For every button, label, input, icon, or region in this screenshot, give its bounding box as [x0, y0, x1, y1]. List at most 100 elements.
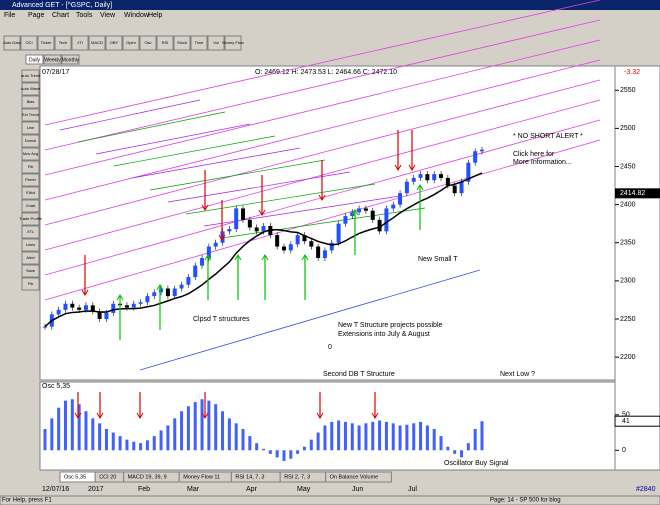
side-tool[interactable] — [21, 108, 40, 122]
side-tool[interactable] — [21, 160, 40, 174]
toolbar-button[interactable] — [224, 35, 242, 51]
side-tool[interactable] — [21, 147, 40, 161]
toolbar-button[interactable] — [156, 35, 174, 51]
candle — [254, 227, 259, 232]
toolbar-label: Tech — [59, 40, 67, 45]
osc-last: 41 — [622, 418, 630, 425]
toolbar-button[interactable] — [54, 35, 72, 51]
osc-bar — [480, 421, 484, 451]
toolbar-button[interactable] — [20, 35, 38, 51]
osc-bar — [446, 446, 450, 451]
toolbar-button[interactable] — [3, 35, 21, 51]
toolbar-button[interactable] — [190, 35, 208, 51]
candle — [206, 246, 211, 258]
side-tool[interactable] — [21, 277, 40, 291]
osc-tick-label: 50 — [622, 412, 630, 419]
candle — [343, 216, 348, 224]
toolbar-label: RSI — [162, 40, 169, 45]
candle — [418, 174, 423, 178]
y-tick-label: 2200 — [620, 354, 636, 361]
candle — [152, 292, 157, 297]
menu-item[interactable]: Window — [124, 12, 150, 19]
status-page: Page: 14 - SP 500 for blog — [490, 498, 561, 504]
toolbar-button[interactable] — [207, 35, 225, 51]
menu-item[interactable]: Page — [28, 12, 44, 19]
side-tool-label: Elliot — [26, 190, 36, 195]
side-tool-label: Trade Profile — [19, 216, 43, 221]
side-tool-label: Ext Trend — [22, 112, 39, 117]
menu-item[interactable]: File — [4, 12, 15, 19]
projection-line — [221, 207, 426, 239]
candle — [261, 225, 266, 232]
osc-bar — [460, 450, 464, 458]
period-tab[interactable] — [43, 54, 62, 65]
osc-bar — [330, 421, 334, 451]
candle — [193, 265, 198, 278]
signal-arrowhead — [318, 194, 326, 201]
indicator-tab[interactable] — [325, 471, 392, 483]
side-tool[interactable] — [21, 264, 40, 278]
side-tool[interactable] — [21, 121, 40, 135]
candle — [439, 174, 444, 178]
osc-arrowhead — [136, 412, 144, 419]
candle — [370, 210, 375, 220]
indicator-tab-label: RSI 2, 7, 3 — [284, 474, 310, 480]
candle — [227, 229, 232, 232]
date-label: Mar — [187, 486, 200, 493]
period-tab-label: Monthly — [62, 57, 80, 63]
menu-item[interactable]: View — [100, 12, 116, 19]
side-tool[interactable] — [21, 134, 40, 148]
side-tool[interactable] — [21, 173, 40, 187]
osc-bar — [166, 425, 170, 451]
annotation: * NO SHORT ALERT * — [513, 133, 583, 140]
signal-arrowhead — [351, 209, 359, 216]
candle — [288, 244, 293, 251]
menu-item[interactable]: Chart — [52, 12, 69, 19]
projection-line — [149, 159, 326, 191]
side-tool-label: Bias — [27, 99, 35, 104]
trend-line — [44, 19, 601, 151]
candle — [172, 288, 177, 297]
side-tool[interactable] — [21, 199, 40, 213]
bar-date: 07/28/17 — [42, 69, 69, 76]
signal-arrowhead — [218, 234, 226, 241]
osc-bar — [357, 425, 361, 451]
y-tick-label: 2550 — [620, 87, 636, 94]
toolbar-button[interactable] — [105, 35, 123, 51]
osc-bar — [425, 425, 429, 451]
side-tool[interactable] — [21, 82, 40, 96]
osc-bar — [296, 450, 300, 454]
toolbar-button[interactable] — [139, 35, 157, 51]
toolbar-button[interactable] — [173, 35, 191, 51]
candle — [97, 311, 102, 319]
side-tool[interactable] — [21, 251, 40, 265]
osc-bar — [63, 400, 67, 451]
side-tool[interactable] — [21, 186, 40, 200]
side-tool[interactable] — [21, 212, 40, 226]
toolbar-button[interactable] — [37, 35, 55, 51]
side-tool[interactable] — [21, 225, 40, 239]
toolbar-label: Open — [126, 40, 136, 45]
indicator-tab-label: Osc 5,35 — [64, 474, 86, 480]
indicator-tab-label: Money Flow 11 — [183, 474, 220, 480]
candle — [63, 303, 68, 310]
toolbar-button[interactable] — [122, 35, 140, 51]
side-tool-label: Lines — [26, 242, 36, 247]
candle — [275, 235, 280, 247]
osc-bar — [268, 450, 272, 454]
date-label: Apr — [246, 486, 258, 493]
side-tool[interactable] — [21, 69, 40, 83]
toolbar-button[interactable] — [88, 35, 106, 51]
side-tool[interactable] — [21, 238, 40, 252]
menu-item[interactable]: Tools — [76, 12, 93, 19]
osc-bar — [84, 411, 88, 451]
period-tab[interactable] — [25, 54, 44, 65]
annotation[interactable]: More Information... — [513, 159, 572, 166]
menu-item[interactable]: Help — [148, 12, 163, 19]
toolbar-button[interactable] — [71, 35, 89, 51]
annotation[interactable]: Click here for — [513, 151, 555, 158]
osc-bar — [221, 411, 225, 451]
date-label: May — [297, 486, 311, 493]
period-tab[interactable] — [61, 54, 80, 65]
side-tool[interactable] — [21, 95, 40, 109]
